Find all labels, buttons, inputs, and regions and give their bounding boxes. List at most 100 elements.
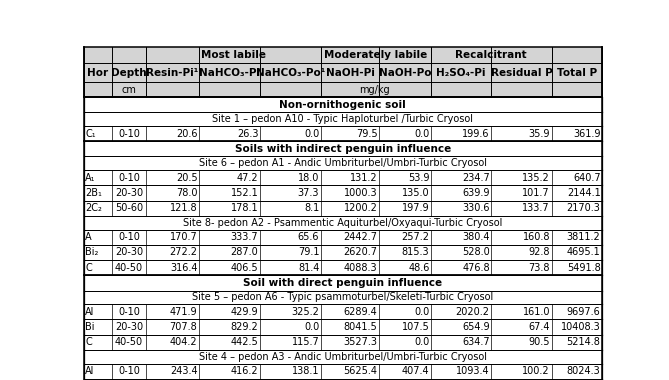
Bar	[84, 82, 602, 97]
Text: 528.0: 528.0	[462, 247, 490, 258]
Text: 107.5: 107.5	[401, 322, 429, 332]
Text: Site 4 – pedon A3 - Andic Umbriturbel/Umbri-Turbic Cryosol: Site 4 – pedon A3 - Andic Umbriturbel/Um…	[199, 352, 487, 362]
Text: 40-50: 40-50	[115, 337, 143, 347]
Text: 160.8: 160.8	[522, 232, 550, 242]
Text: C₁: C₁	[85, 129, 96, 139]
Text: 73.8: 73.8	[529, 263, 550, 273]
Text: 0.0: 0.0	[414, 307, 429, 317]
Text: Non-ornithogenic soil: Non-ornithogenic soil	[280, 100, 406, 110]
Text: NaOH-Po: NaOH-Po	[379, 68, 432, 78]
Text: 47.2: 47.2	[237, 173, 258, 183]
Text: 0-10: 0-10	[118, 173, 140, 183]
Text: Resin-Pi¹: Resin-Pi¹	[147, 68, 199, 78]
Text: 416.2: 416.2	[231, 366, 258, 376]
Text: 131.2: 131.2	[350, 173, 377, 183]
Text: 48.6: 48.6	[408, 263, 429, 273]
Text: 640.7: 640.7	[573, 173, 601, 183]
Text: Soils with indirect penguin influence: Soils with indirect penguin influence	[235, 144, 451, 154]
Text: 1200.2: 1200.2	[344, 203, 377, 213]
Text: Residual P: Residual P	[490, 68, 553, 78]
Text: 133.7: 133.7	[522, 203, 550, 213]
Text: 78.0: 78.0	[176, 188, 197, 198]
Text: 121.8: 121.8	[170, 203, 197, 213]
Text: Depth: Depth	[111, 68, 147, 78]
Text: 92.8: 92.8	[529, 247, 550, 258]
Text: 471.9: 471.9	[170, 307, 197, 317]
Text: 257.2: 257.2	[401, 232, 429, 242]
Text: Total P: Total P	[557, 68, 597, 78]
Text: 135.0: 135.0	[402, 188, 429, 198]
Text: 26.3: 26.3	[237, 129, 258, 139]
Text: 138.1: 138.1	[292, 366, 319, 376]
Text: 20-30: 20-30	[115, 247, 143, 258]
Text: 2144.1: 2144.1	[567, 188, 601, 198]
Text: 152.1: 152.1	[231, 188, 258, 198]
Text: Hor: Hor	[88, 68, 108, 78]
Text: 8024.3: 8024.3	[567, 366, 601, 376]
Text: 20.5: 20.5	[176, 173, 197, 183]
Text: 79.1: 79.1	[298, 247, 319, 258]
Text: NaHCO₃-Po¹: NaHCO₃-Po¹	[256, 68, 325, 78]
Text: 35.9: 35.9	[529, 129, 550, 139]
Text: 37.3: 37.3	[298, 188, 319, 198]
Text: 287.0: 287.0	[231, 247, 258, 258]
Text: 1093.4: 1093.4	[456, 366, 490, 376]
Text: 170.7: 170.7	[170, 232, 197, 242]
Text: 18.0: 18.0	[298, 173, 319, 183]
Text: Site 1 – pedon A10 - Typic Haploturbel /Turbic Cryosol: Site 1 – pedon A10 - Typic Haploturbel /…	[212, 114, 474, 124]
Text: Al: Al	[85, 366, 94, 376]
Text: C: C	[85, 263, 92, 273]
Text: 407.4: 407.4	[402, 366, 429, 376]
Text: 2442.7: 2442.7	[344, 232, 377, 242]
Text: 8041.5: 8041.5	[344, 322, 377, 332]
Text: Site 5 – pedon A6 - Typic psammoturbel/Skeleti-Turbic Cryosol: Site 5 – pedon A6 - Typic psammoturbel/S…	[192, 292, 494, 302]
Text: 65.6: 65.6	[298, 232, 319, 242]
Text: NaHCO₃-Pi: NaHCO₃-Pi	[199, 68, 260, 78]
Text: 0-10: 0-10	[118, 232, 140, 242]
Text: 67.4: 67.4	[529, 322, 550, 332]
Text: 20-30: 20-30	[115, 322, 143, 332]
Text: 634.7: 634.7	[462, 337, 490, 347]
Text: H₂SO₄-Pi: H₂SO₄-Pi	[436, 68, 486, 78]
Text: 815.3: 815.3	[402, 247, 429, 258]
Text: 707.8: 707.8	[170, 322, 197, 332]
Text: 380.4: 380.4	[462, 232, 490, 242]
Text: 4695.1: 4695.1	[567, 247, 601, 258]
Text: 9697.6: 9697.6	[567, 307, 601, 317]
Text: 90.5: 90.5	[529, 337, 550, 347]
Text: cm: cm	[122, 85, 136, 95]
Text: 2620.7: 2620.7	[344, 247, 377, 258]
Text: 333.7: 333.7	[231, 232, 258, 242]
Text: A: A	[85, 232, 92, 242]
Text: Bi₂: Bi₂	[85, 247, 98, 258]
Text: Recalcitrant: Recalcitrant	[456, 50, 527, 60]
Text: 8.1: 8.1	[304, 203, 319, 213]
Text: Soil with direct penguin influence: Soil with direct penguin influence	[244, 278, 442, 288]
Text: 330.6: 330.6	[462, 203, 490, 213]
Text: A₁: A₁	[85, 173, 96, 183]
Text: 135.2: 135.2	[522, 173, 550, 183]
Text: 40-50: 40-50	[115, 263, 143, 273]
Text: 101.7: 101.7	[522, 188, 550, 198]
Text: 79.5: 79.5	[356, 129, 377, 139]
Text: 161.0: 161.0	[522, 307, 550, 317]
Text: 100.2: 100.2	[522, 366, 550, 376]
Text: 81.4: 81.4	[298, 263, 319, 273]
Text: 2B₁: 2B₁	[85, 188, 102, 198]
Text: 442.5: 442.5	[231, 337, 258, 347]
Text: 115.7: 115.7	[292, 337, 319, 347]
Text: 10408.3: 10408.3	[561, 322, 601, 332]
Text: 53.9: 53.9	[408, 173, 429, 183]
Text: 325.2: 325.2	[292, 307, 319, 317]
Text: 1000.3: 1000.3	[344, 188, 377, 198]
Text: Site 6 – pedon A1 - Andic Umbriturbel/Umbri-Turbic Cryosol: Site 6 – pedon A1 - Andic Umbriturbel/Um…	[199, 158, 487, 168]
Text: 639.9: 639.9	[462, 188, 490, 198]
Text: 406.5: 406.5	[231, 263, 258, 273]
Text: C: C	[85, 337, 92, 347]
Text: 361.9: 361.9	[573, 129, 601, 139]
Text: 5214.8: 5214.8	[567, 337, 601, 347]
Text: 272.2: 272.2	[169, 247, 197, 258]
Text: 4088.3: 4088.3	[344, 263, 377, 273]
Text: 404.2: 404.2	[170, 337, 197, 347]
Text: 197.9: 197.9	[402, 203, 429, 213]
